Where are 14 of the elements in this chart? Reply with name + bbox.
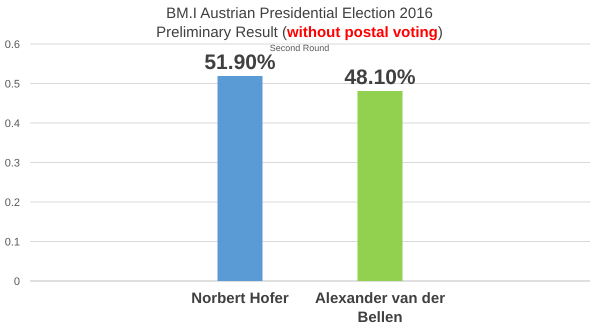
y-tick-label: 0.6 bbox=[4, 39, 20, 51]
y-tick-label: 0.4 bbox=[4, 118, 20, 130]
y-tick-label: 0.3 bbox=[4, 158, 20, 170]
chart-subtitle: Preliminary Result (without postal voting) bbox=[156, 24, 443, 41]
y-tick-label: 0.1 bbox=[4, 236, 20, 248]
chart-title: BM.I Austrian Presidential Election 2016 bbox=[166, 5, 433, 22]
y-tick-label: 0.2 bbox=[4, 197, 20, 209]
annotation: Second Round bbox=[270, 43, 330, 53]
y-tick-label: 0.5 bbox=[4, 78, 20, 90]
y-tick-label: 0 bbox=[14, 276, 20, 288]
data-label: 51.90% bbox=[204, 50, 276, 74]
x-tick-label: Norbert Hofer bbox=[191, 290, 289, 307]
x-tick-label: Alexander van der Bellen bbox=[314, 290, 446, 326]
data-label: 48.10% bbox=[344, 66, 416, 90]
